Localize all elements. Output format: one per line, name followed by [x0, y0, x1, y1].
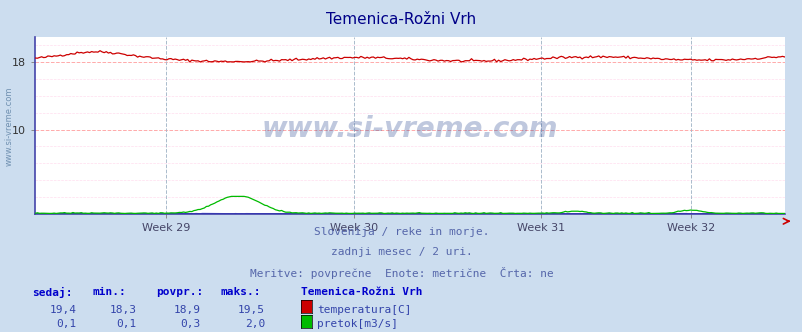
Text: pretok[m3/s]: pretok[m3/s]: [317, 319, 398, 329]
Text: 19,4: 19,4: [49, 305, 76, 315]
Text: Slovenija / reke in morje.: Slovenija / reke in morje.: [314, 227, 488, 237]
Text: maks.:: maks.:: [221, 287, 261, 297]
Text: Meritve: povprečne  Enote: metrične  Črta: ne: Meritve: povprečne Enote: metrične Črta:…: [249, 267, 553, 279]
Text: 0,1: 0,1: [56, 319, 76, 329]
Text: Temenica-Rožni Vrh: Temenica-Rožni Vrh: [301, 287, 422, 297]
Text: 18,3: 18,3: [109, 305, 136, 315]
Text: 18,9: 18,9: [173, 305, 200, 315]
Text: min.:: min.:: [92, 287, 126, 297]
Text: 2,0: 2,0: [245, 319, 265, 329]
Text: 19,5: 19,5: [237, 305, 265, 315]
Text: povpr.:: povpr.:: [156, 287, 204, 297]
Text: www.si-vreme.com: www.si-vreme.com: [261, 115, 557, 143]
Text: www.si-vreme.com: www.si-vreme.com: [5, 86, 14, 166]
Text: 0,1: 0,1: [116, 319, 136, 329]
Text: 0,3: 0,3: [180, 319, 200, 329]
Text: temperatura[C]: temperatura[C]: [317, 305, 411, 315]
Text: Temenica-Rožni Vrh: Temenica-Rožni Vrh: [326, 12, 476, 27]
Text: sedaj:: sedaj:: [32, 287, 72, 298]
Text: zadnji mesec / 2 uri.: zadnji mesec / 2 uri.: [330, 247, 472, 257]
